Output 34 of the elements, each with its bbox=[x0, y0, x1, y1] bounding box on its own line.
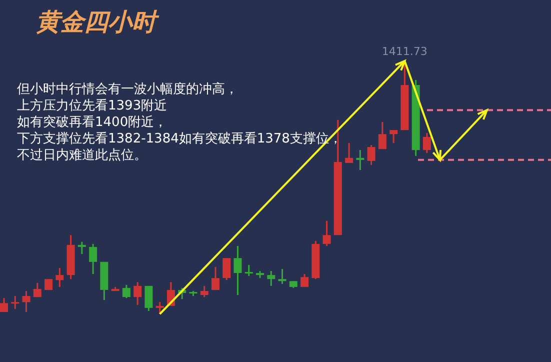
candlestick bbox=[211, 266, 220, 291]
candlestick bbox=[322, 220, 331, 247]
candlestick bbox=[33, 282, 42, 298]
annotation: 下方支撑位先看1382-1384如有突破再看1378支撑位， bbox=[17, 130, 342, 146]
candlestick bbox=[89, 243, 98, 275]
annotation: 如有突破再看1400附近， bbox=[17, 115, 168, 130]
annotation: 1411.73 bbox=[382, 45, 428, 58]
candlestick bbox=[22, 290, 30, 313]
candlestick bbox=[56, 267, 64, 288]
annotation: 但小时中行情会有一波小幅度的冲高， bbox=[17, 81, 238, 97]
annotation: 不过日内难道此点位。 bbox=[17, 148, 147, 163]
candlestick bbox=[44, 278, 53, 291]
candlestick bbox=[122, 284, 130, 299]
chart-title: 黄金四小时 bbox=[36, 8, 160, 36]
candlestick bbox=[422, 132, 431, 154]
annotation: 上方压力位先看1393附近 bbox=[17, 98, 168, 114]
candlestick bbox=[278, 268, 286, 285]
candlestick bbox=[134, 281, 142, 306]
candlestick bbox=[200, 285, 208, 298]
candlestick bbox=[0, 297, 8, 313]
candlestick bbox=[11, 295, 20, 310]
candlestick bbox=[234, 245, 242, 296]
candlestick bbox=[144, 285, 153, 312]
candlestick bbox=[267, 270, 276, 287]
candlestick bbox=[378, 121, 386, 150]
candlestick bbox=[244, 264, 253, 277]
candlestick bbox=[356, 149, 364, 171]
candlestick bbox=[78, 241, 86, 255]
candlestick bbox=[345, 142, 354, 164]
candlestick bbox=[222, 257, 231, 281]
candlestick bbox=[300, 273, 309, 288]
candlestick bbox=[367, 144, 376, 166]
candlestick bbox=[156, 301, 164, 315]
candlestick bbox=[390, 129, 398, 144]
